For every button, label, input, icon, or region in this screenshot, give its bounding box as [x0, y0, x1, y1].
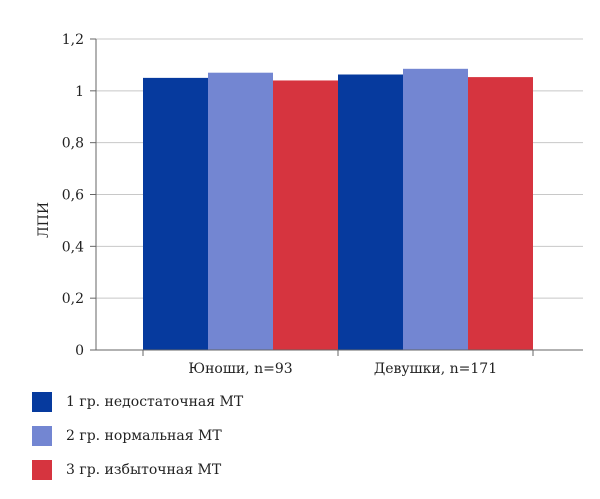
legend: 1 гр. недостаточная МТ 2 гр. нормальная … [32, 392, 243, 494]
legend-swatch-1 [32, 392, 52, 412]
legend-swatch-3 [32, 460, 52, 480]
y-axis-label: ЛПИ [36, 202, 52, 238]
y-tick-label: 0,4 [62, 239, 84, 255]
bar [338, 74, 403, 351]
legend-item: 3 гр. избыточная МТ [32, 460, 243, 480]
y-tick-label: 0,8 [62, 136, 84, 152]
y-tick-label: 1 [75, 84, 84, 100]
legend-swatch-2 [32, 426, 52, 446]
legend-label-3: 3 гр. избыточная МТ [66, 462, 222, 478]
legend-item: 2 гр. нормальная МТ [32, 426, 243, 446]
legend-label-1: 1 гр. недостаточная МТ [66, 394, 244, 410]
bar [403, 68, 468, 350]
chart: 0 0,2 0,4 0,6 0,8 1 1,2 Юноши, n=93 Девушки, n=1… [36, 32, 583, 377]
y-tick-label: 1,2 [62, 32, 84, 48]
legend-label-2: 2 гр. нормальная МТ [66, 428, 222, 444]
bar [273, 80, 338, 350]
x-tick-label: Девушки, n=171 [374, 361, 497, 377]
legend-item: 1 гр. недостаточная МТ [32, 392, 243, 412]
bar [468, 77, 533, 350]
y-tick-label: 0,6 [62, 188, 84, 204]
x-tick-label: Юноши, n=93 [188, 361, 292, 377]
bar [143, 77, 208, 350]
bars [143, 68, 533, 351]
y-tick-label: 0,2 [62, 291, 84, 307]
bar [208, 72, 273, 351]
y-tick-label: 0 [75, 343, 84, 359]
axes: 0 0,2 0,4 0,6 0,8 1 1,2 Юноши, n=93 Девушки, n=1… [62, 32, 583, 377]
